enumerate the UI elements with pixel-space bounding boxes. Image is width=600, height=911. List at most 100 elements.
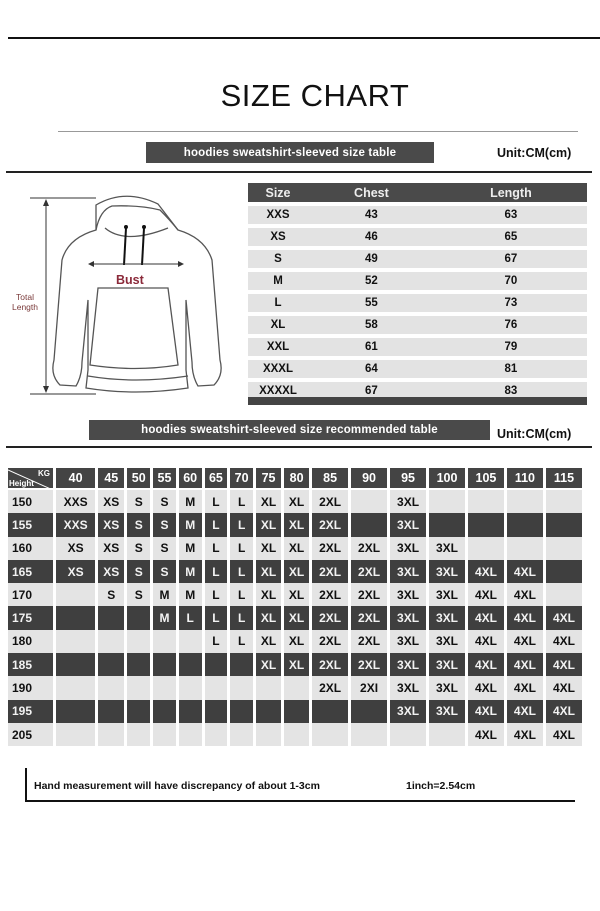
size-cell: 4XL: [545, 722, 582, 747]
size-cell: XXS: [56, 490, 96, 514]
title-divider: [58, 131, 578, 132]
size-cell: 4XL: [467, 583, 504, 607]
size-cell: 3XL: [429, 629, 465, 654]
footer-bracket-left: [25, 768, 27, 801]
size-cell: [204, 722, 228, 747]
height-row: 150 XXS XS S S M L L XL XL 2XL 3XL: [8, 490, 582, 514]
size-cell: [127, 629, 151, 654]
size-cell: 3XL: [390, 653, 427, 677]
weight-header: 80: [284, 468, 310, 490]
recommend-table-unit: Unit:CM(cm): [497, 427, 572, 441]
size-cell: [506, 513, 543, 537]
weight-header: 40: [56, 468, 96, 490]
size-cell: 3XL: [390, 583, 427, 607]
size-cell: 2XL: [312, 536, 349, 560]
size-cell: XS: [98, 490, 125, 514]
size-cell: XL: [255, 490, 282, 514]
footer-bracket-bottom: [25, 800, 575, 802]
size-cell: [98, 629, 125, 654]
size-cell: [230, 699, 253, 723]
size-cell: [98, 653, 125, 677]
weight-header: 110: [506, 468, 543, 490]
corner-height: Height: [9, 479, 34, 488]
size-cell: L: [230, 490, 253, 514]
size-cell: 4XL: [467, 699, 504, 723]
size-cell: [506, 490, 543, 514]
size-cell: S: [127, 559, 151, 584]
size-cell: [153, 653, 176, 677]
size-cell: 3XL: [429, 653, 465, 677]
size-cell: 4XL: [467, 629, 504, 654]
size-cell: [467, 536, 504, 560]
size-cell: XS: [56, 536, 96, 560]
total-length-label: Total Length: [7, 292, 43, 312]
corner-cell: KG Height: [8, 468, 53, 490]
corner-kg: KG: [38, 469, 50, 478]
weight-header: 75: [255, 468, 282, 490]
size-cell: XXS: [248, 206, 308, 224]
size-cell: [255, 676, 282, 700]
measurement-note: Hand measurement will have discrepancy o…: [34, 780, 320, 792]
chest-cell: 58: [308, 316, 435, 334]
size-cell: L: [204, 536, 228, 560]
size-cell: S: [248, 250, 308, 268]
size-cell: [153, 699, 176, 723]
size-cell: [127, 699, 151, 723]
weight-header-row: KG Height 40 45 50 55 60 65 70 75 80 85 90 95 100 105…: [8, 468, 582, 490]
size-cell: 2XL: [351, 606, 388, 630]
weight-header: 55: [153, 468, 176, 490]
size-cell: 2XL: [351, 559, 388, 584]
size-cell: XL: [255, 606, 282, 630]
size-cell: 4XL: [506, 583, 543, 607]
size-cell: 3XL: [429, 559, 465, 584]
size-cell: 4XL: [545, 699, 582, 723]
height-row: 190 2XL 2XI 3XL 3XL 4XL 4XL 4XL: [8, 676, 582, 700]
size-cell: 4XL: [506, 606, 543, 630]
size-cell: [204, 699, 228, 723]
size-cell: L: [230, 583, 253, 607]
weight-header: 85: [312, 468, 349, 490]
size-cell: 2XL: [312, 629, 349, 654]
size-table-unit: Unit:CM(cm): [497, 146, 572, 160]
weight-header: 90: [351, 468, 388, 490]
size-cell: L: [204, 490, 228, 514]
size-row: XXXXL 67 83: [248, 382, 587, 400]
size-cell: [153, 629, 176, 654]
size-cell: [127, 676, 151, 700]
size-row: M 52 70: [248, 272, 587, 290]
height-cell: 195: [8, 699, 53, 723]
size-cell: 3XL: [390, 676, 427, 700]
weight-header: 65: [204, 468, 228, 490]
section-divider: [6, 171, 592, 173]
size-cell: M: [248, 272, 308, 290]
size-cell: 4XL: [506, 676, 543, 700]
size-cell: XS: [98, 513, 125, 537]
size-cell: L: [230, 606, 253, 630]
height-cell: 205: [8, 722, 53, 747]
height-row: 160 XS XS S S M L L XL XL 2XL 2XL 3XL 3XL: [8, 536, 582, 560]
size-cell: [351, 699, 388, 723]
size-cell: L: [230, 629, 253, 654]
size-cell: [98, 699, 125, 723]
weight-header: 105: [467, 468, 504, 490]
size-row: XS 46 65: [248, 228, 587, 246]
size-cell: XXXL: [248, 360, 308, 378]
size-table-footer-bar: [248, 397, 587, 405]
size-cell: XL: [255, 629, 282, 654]
height-cell: 160: [8, 536, 53, 560]
size-cell: [284, 699, 310, 723]
size-cell: [506, 536, 543, 560]
size-cell: [545, 490, 582, 514]
header-length: Length: [434, 183, 587, 202]
size-cell: [127, 653, 151, 677]
length-cell: 76: [434, 316, 587, 334]
size-cell: [178, 676, 202, 700]
size-table-banner: hoodies sweatshirt-sleeved size table: [146, 142, 434, 163]
size-cell: 4XL: [467, 676, 504, 700]
size-cell: M: [178, 513, 202, 537]
size-cell: [56, 583, 96, 607]
bust-label: Bust: [116, 273, 144, 287]
size-table: Size Chest Length XXS 43 63 XS 46 65 S 49 67 M 52 7…: [248, 179, 587, 404]
length-cell: 83: [434, 382, 587, 400]
height-row: 180 L L XL XL 2XL 2XL 3XL 3XL 4XL 4XL 4XL: [8, 629, 582, 654]
